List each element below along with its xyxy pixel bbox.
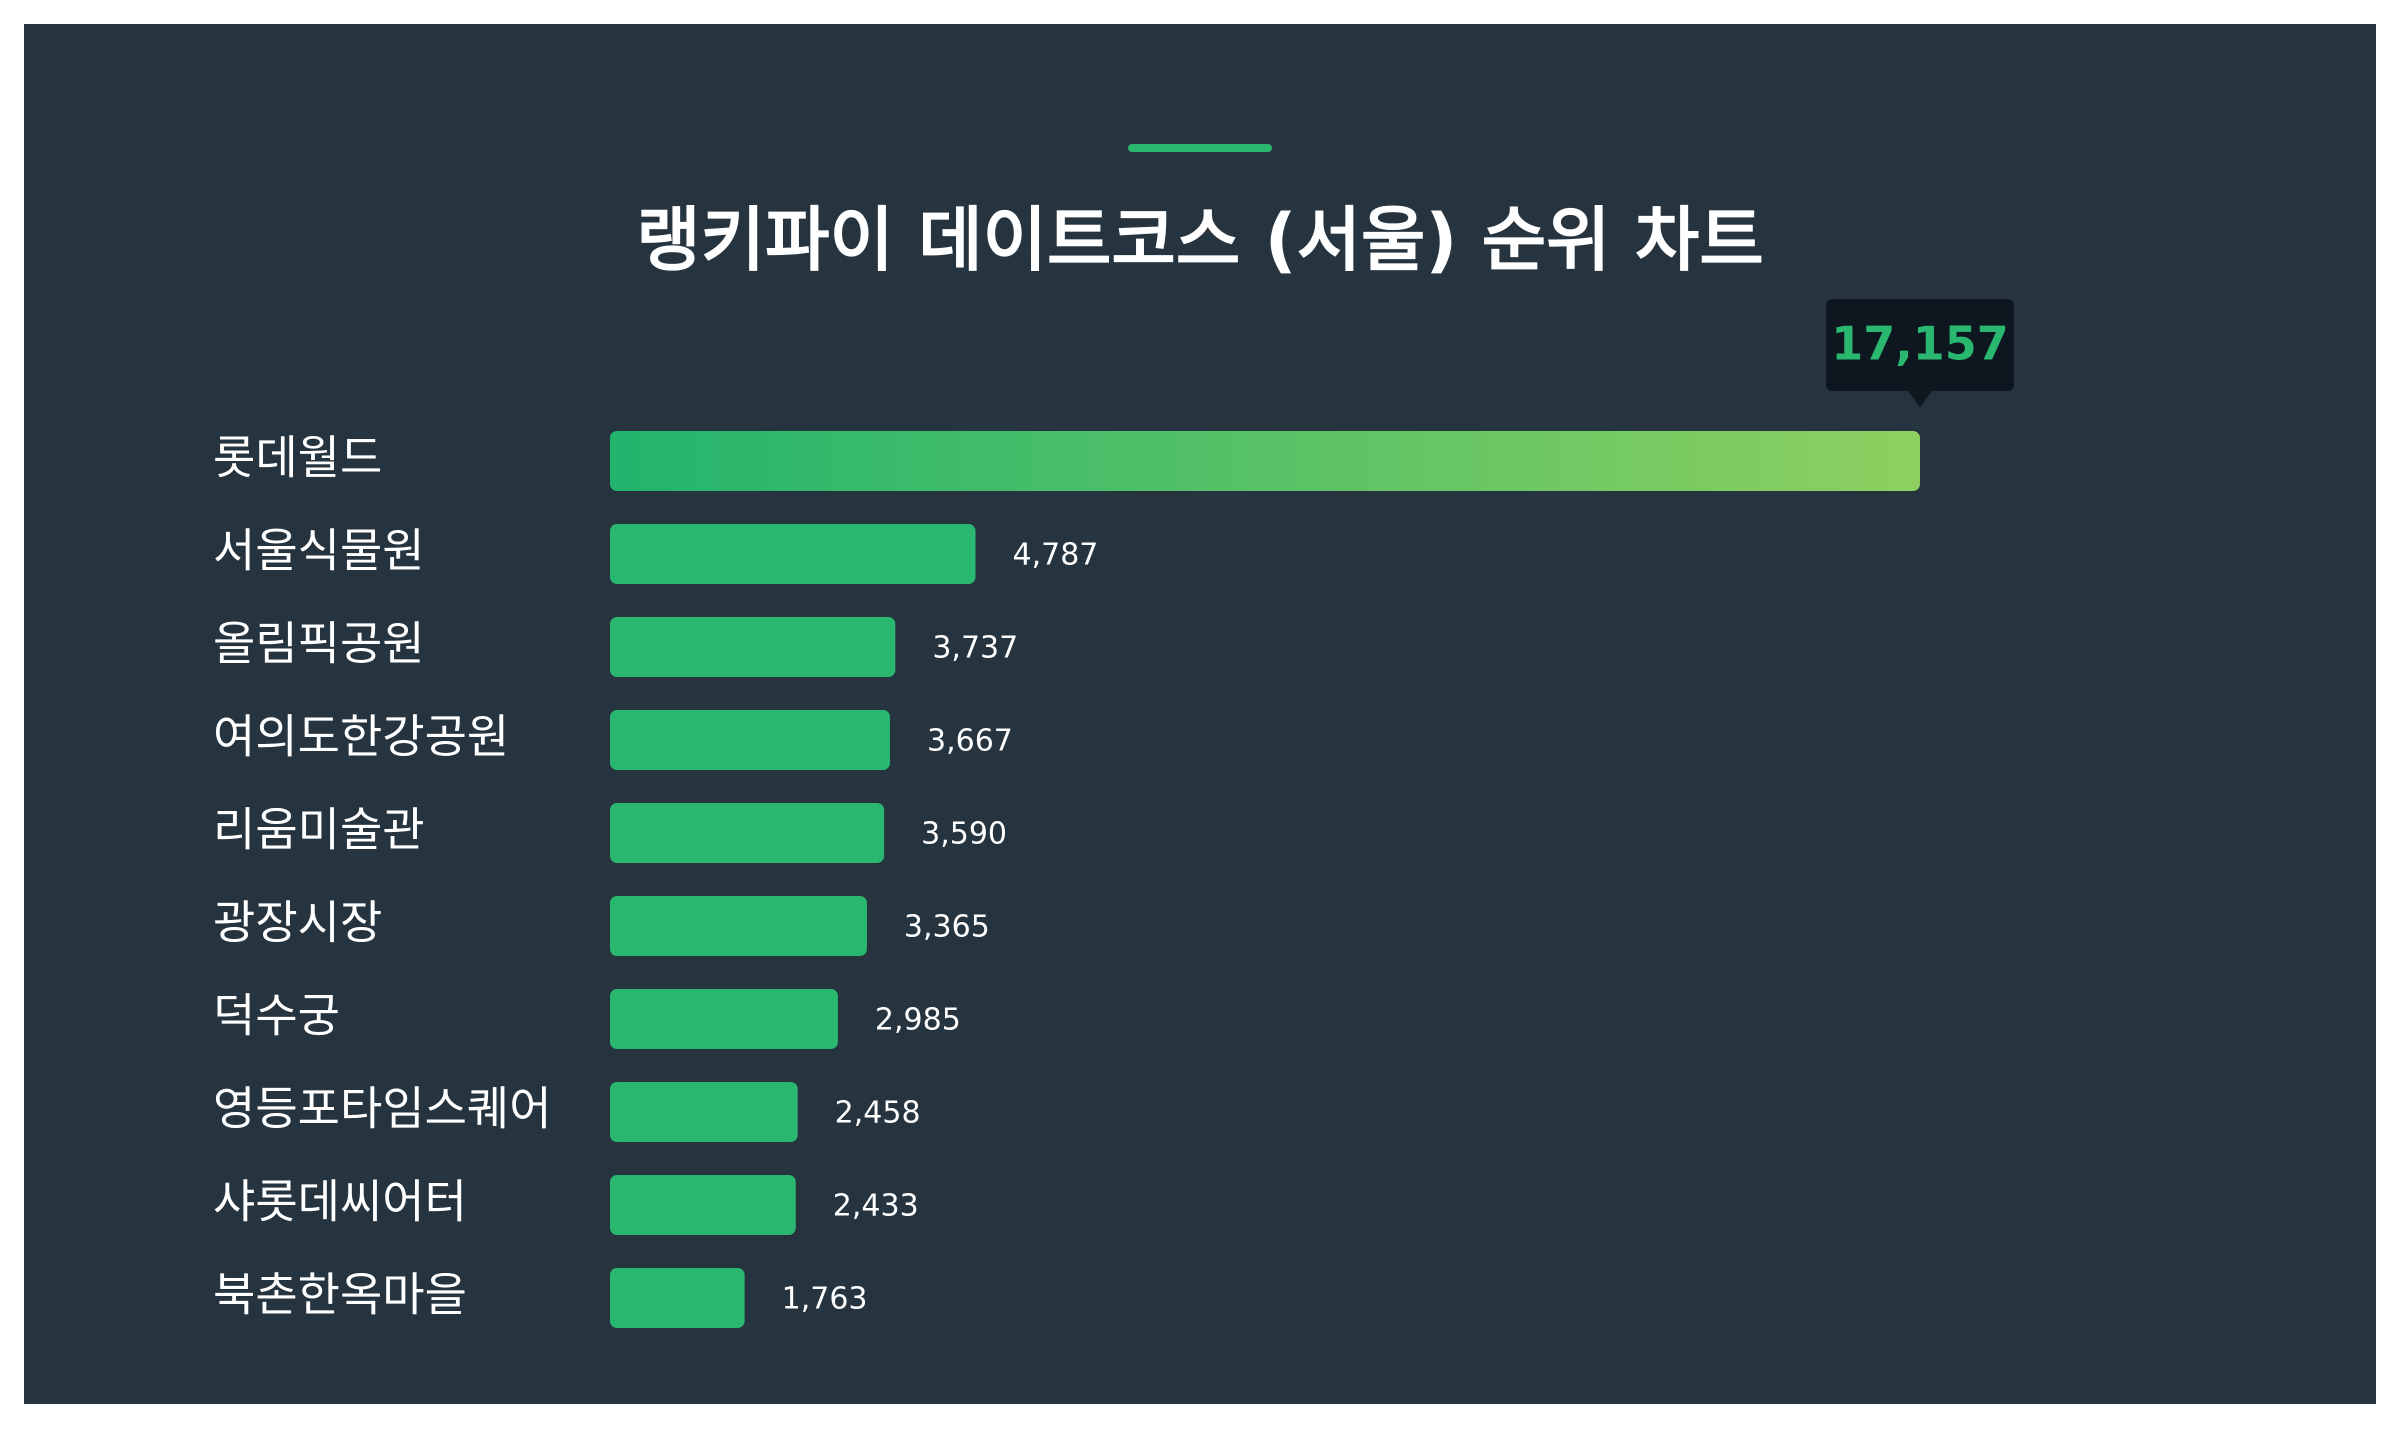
tooltip-box (1826, 299, 2014, 391)
bar (610, 617, 896, 677)
category-label: 롯데월드 (213, 431, 382, 485)
tooltip-pointer (1908, 391, 1932, 407)
value-label: 2,433 (833, 1189, 919, 1224)
value-label: 3,590 (921, 817, 1007, 852)
bar (610, 896, 867, 956)
title-accent-line (1128, 144, 1272, 152)
chart-title: 랭키파이 데이트코스 (서울) 순위 차트 (636, 199, 1764, 281)
category-label: 여의도한강공원 (213, 710, 509, 764)
value-label: 3,737 (932, 631, 1018, 666)
bar (610, 803, 885, 863)
bar (610, 524, 976, 584)
bar (610, 1175, 796, 1235)
chart-panel (24, 24, 2376, 1404)
category-label: 리움미술관 (213, 803, 425, 857)
value-label: 2,985 (875, 1003, 961, 1038)
category-label: 영등포타임스퀘어 (213, 1082, 552, 1136)
value-tooltip: 17,157 (1826, 299, 2014, 407)
bar (610, 1268, 745, 1328)
value-label: 4,787 (1013, 538, 1099, 573)
category-label: 광장시장 (213, 896, 382, 950)
bar (610, 989, 838, 1049)
category-label: 서울식물원 (213, 524, 425, 578)
bar (610, 710, 890, 770)
bar-highlight (610, 431, 1920, 491)
value-label: 1,763 (782, 1282, 868, 1317)
category-label: 덕수궁 (213, 989, 340, 1043)
tooltip-value-label: 17,157 (1831, 317, 2009, 371)
bar (610, 1082, 798, 1142)
category-label: 올림픽공원 (213, 617, 425, 671)
category-label: 샤롯데씨어터 (213, 1175, 467, 1229)
category-label: 북촌한옥마을 (213, 1268, 467, 1322)
value-label: 3,667 (927, 724, 1013, 759)
value-label: 3,365 (904, 910, 990, 945)
value-label: 2,458 (835, 1096, 921, 1131)
